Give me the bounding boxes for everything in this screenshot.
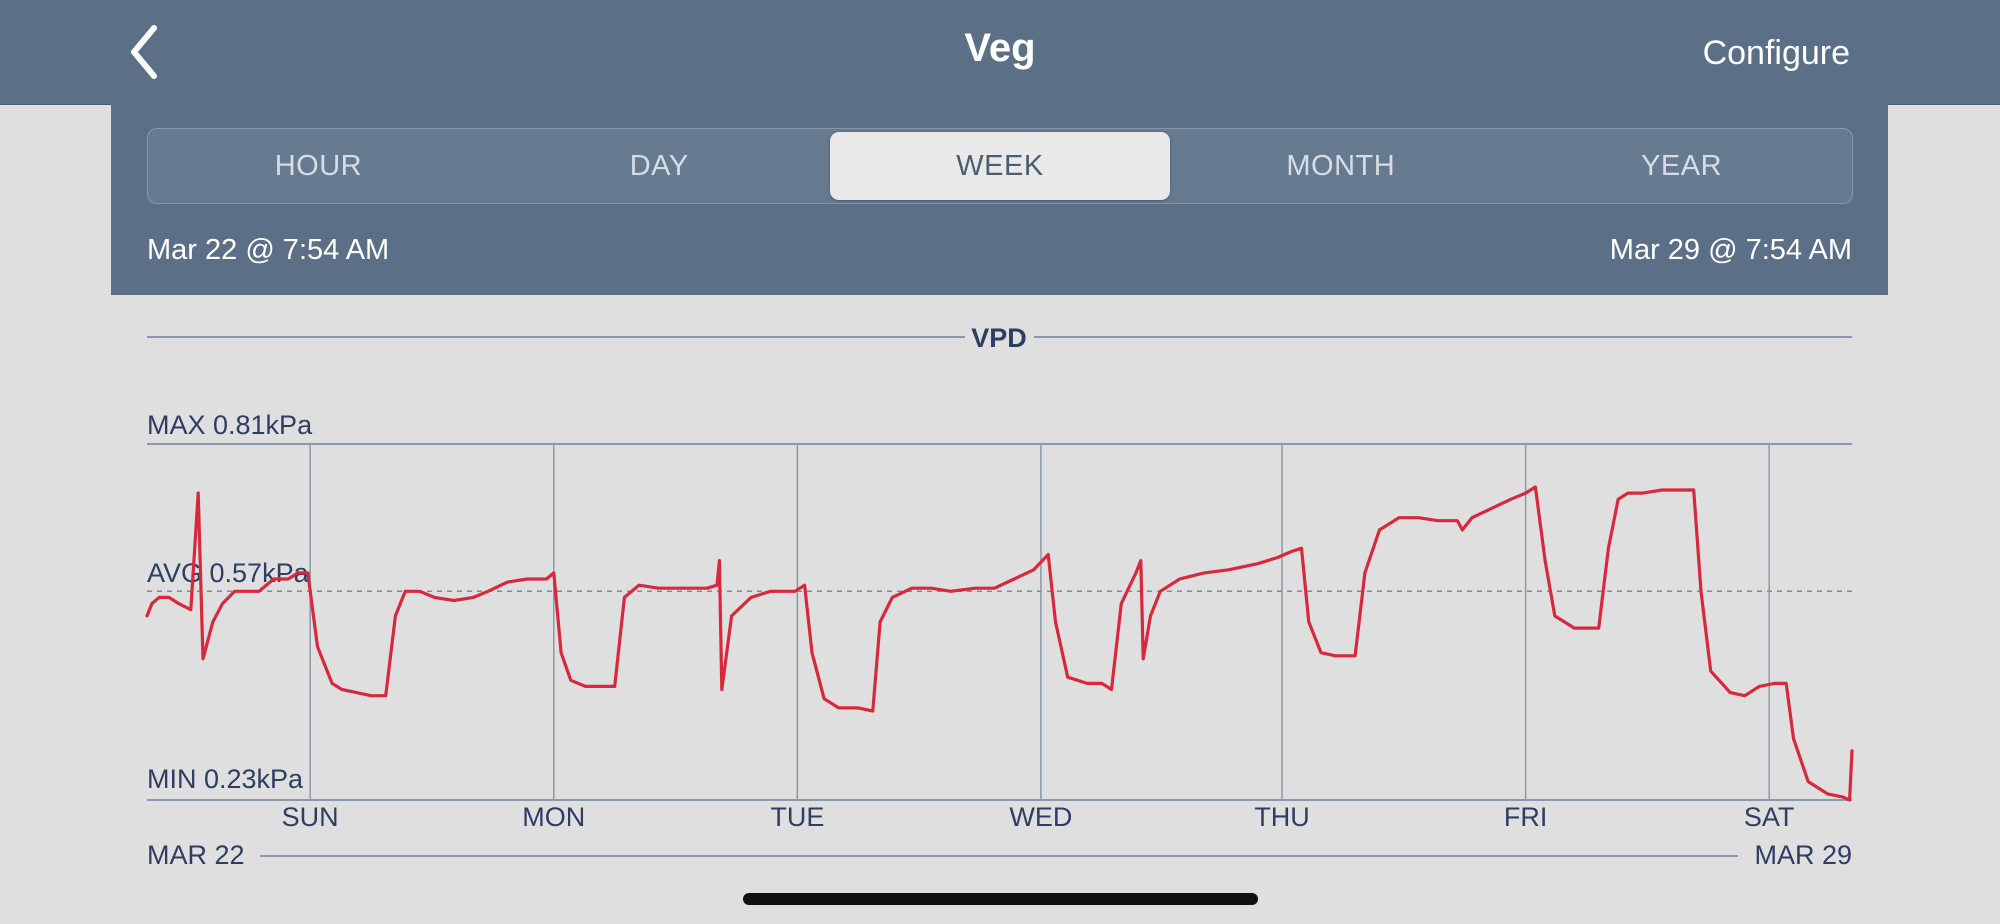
tab-year[interactable]: YEAR bbox=[1641, 149, 1723, 182]
chart-series bbox=[145, 485, 1854, 802]
home-indicator bbox=[743, 893, 1258, 905]
vpd-chart: VPD MAX 0.81kPa AVG 0.57kPa MIN 0.23kPa … bbox=[145, 323, 1854, 870]
tab-day[interactable]: DAY bbox=[629, 149, 689, 182]
avg-label: AVG 0.57kPa bbox=[147, 558, 310, 588]
chart-title: VPD bbox=[971, 323, 1027, 353]
tab-month[interactable]: MONTH bbox=[1286, 149, 1396, 182]
time-range-panel: HOUR DAY WEEK MONTH YEAR Mar 22 @ 7:54 A… bbox=[111, 104, 1888, 295]
tab-week[interactable]: WEEK bbox=[829, 132, 1171, 200]
day-tick-label: THU bbox=[1254, 802, 1310, 832]
day-tick-label: WED bbox=[1009, 802, 1072, 832]
max-label: MAX 0.81kPa bbox=[147, 410, 313, 440]
page-title: Veg bbox=[964, 26, 1036, 70]
day-tick-label: SUN bbox=[282, 802, 339, 832]
back-button[interactable] bbox=[120, 20, 180, 84]
range-end-label: Mar 29 @ 7:54 AM bbox=[1609, 234, 1852, 266]
x-end-date: MAR 29 bbox=[1754, 840, 1852, 870]
day-tick-label: FRI bbox=[1504, 802, 1548, 832]
chevron-left-icon bbox=[131, 25, 157, 79]
chart-grid bbox=[147, 443, 1852, 801]
tab-hour[interactable]: HOUR bbox=[274, 149, 363, 182]
day-tick-label: TUE bbox=[770, 802, 824, 832]
day-axis-labels: SUN MON TUE WED THU FRI SAT bbox=[282, 802, 1795, 832]
min-label: MIN 0.23kPa bbox=[147, 764, 304, 794]
day-tick-label: SAT bbox=[1744, 802, 1795, 832]
navigation-bar: Veg Configure bbox=[0, 0, 2000, 105]
configure-button[interactable]: Configure bbox=[1702, 34, 1850, 72]
x-start-date: MAR 22 bbox=[147, 840, 245, 870]
range-start-label: Mar 22 @ 7:54 AM bbox=[147, 234, 390, 266]
vpd-series-line bbox=[145, 485, 1854, 802]
time-range-segmented-control: HOUR DAY WEEK MONTH YEAR bbox=[147, 128, 1853, 204]
day-tick-label: MON bbox=[522, 802, 585, 832]
